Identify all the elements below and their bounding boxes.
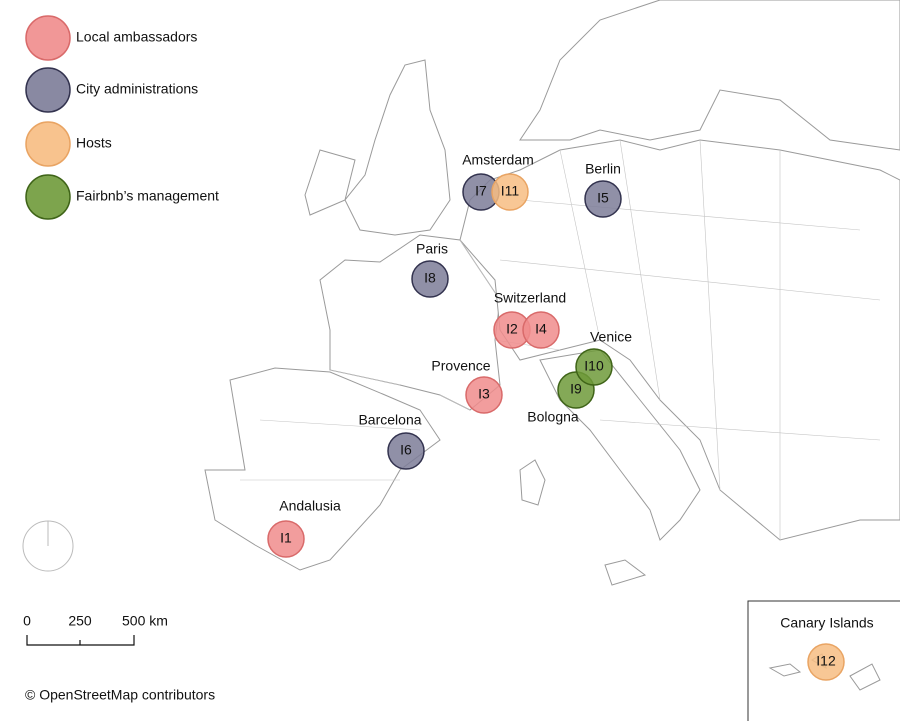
initiative-marker: [575, 348, 613, 386]
initiative-marker: [584, 180, 622, 218]
place-label: Amsterdam: [462, 152, 534, 168]
legend-label: Local ambassadors: [76, 29, 197, 45]
place-label: Andalusia: [279, 498, 341, 514]
place-label: Switzerland: [494, 290, 566, 306]
place-label: Venice: [590, 329, 632, 345]
initiative-label: I7: [475, 183, 487, 199]
legend-label: City administrations: [76, 81, 198, 97]
initiative-marker: [465, 376, 503, 414]
initiative-marker: [411, 260, 449, 298]
initiative-label: I6: [400, 442, 412, 458]
scale-label: 0: [23, 613, 31, 629]
initiative-label: I9: [570, 381, 582, 397]
place-label: Paris: [416, 241, 448, 257]
initiative-label: I11: [501, 183, 520, 199]
legend-swatch: [25, 15, 71, 61]
initiative-label: I2: [506, 321, 518, 337]
initiative-marker: [807, 643, 845, 681]
attribution: © OpenStreetMap contributors: [25, 687, 215, 703]
place-label: Berlin: [585, 161, 621, 177]
inset-frame: [747, 600, 900, 721]
place-label: Barcelona: [358, 412, 421, 428]
initiative-marker: [491, 173, 529, 211]
legend-label: Hosts: [76, 135, 112, 151]
initiative-marker: [387, 432, 425, 470]
place-label: Provence: [431, 358, 490, 374]
initiative-label: I4: [535, 321, 547, 337]
initiative-label: I12: [816, 653, 836, 669]
initiative-marker: [267, 520, 305, 558]
initiative-marker: [522, 311, 560, 349]
initiative-label: I3: [478, 386, 490, 402]
inset-title: Canary Islands: [780, 615, 873, 631]
place-label: Bologna: [527, 409, 579, 425]
initiative-label: I5: [597, 190, 609, 206]
legend-swatch: [25, 174, 71, 220]
initiative-label: I8: [424, 270, 436, 286]
scale-label: 500 km: [122, 613, 168, 629]
legend-label: Fairbnb’s management: [76, 188, 219, 204]
initiative-label: I10: [584, 358, 604, 374]
scale-label: 250: [68, 613, 92, 629]
legend-swatch: [25, 121, 71, 167]
legend-swatch: [25, 67, 71, 113]
initiative-label: I1: [280, 530, 292, 546]
scale-bar: [26, 635, 135, 646]
